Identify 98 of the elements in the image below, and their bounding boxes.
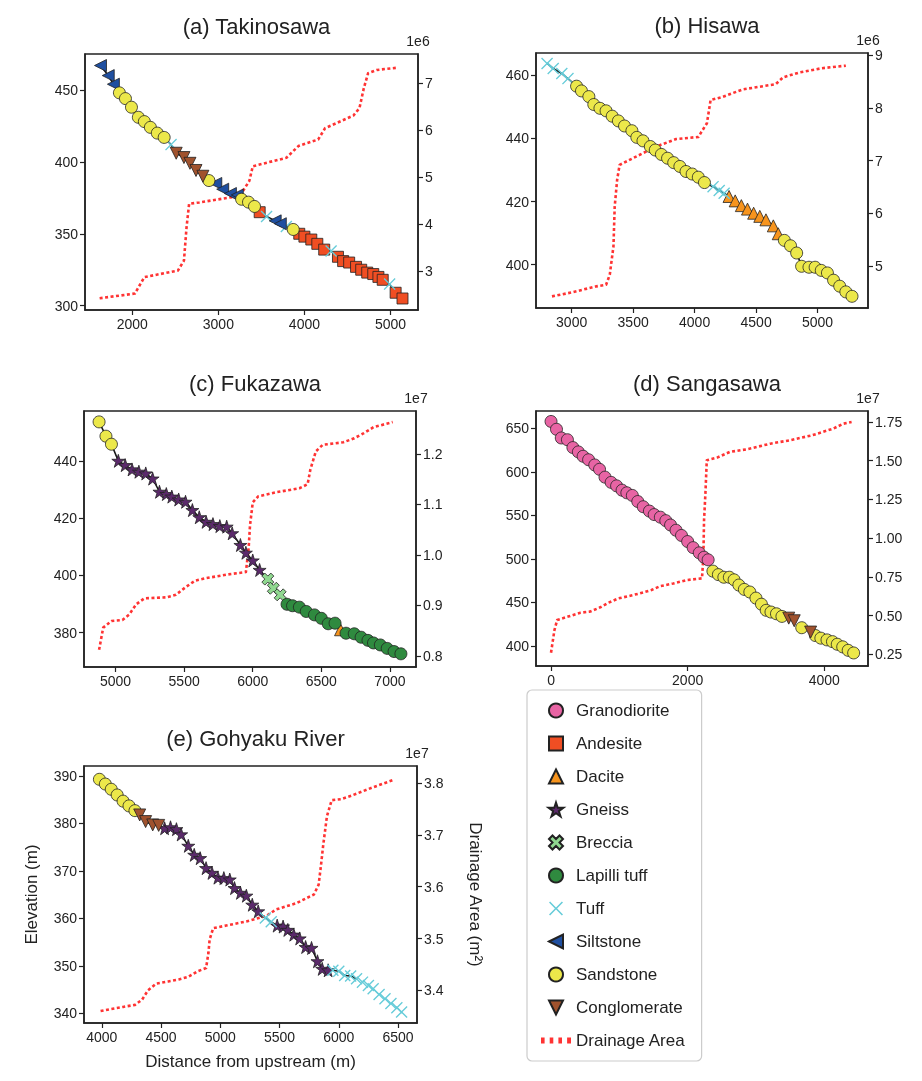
y-tick-label: 440 <box>505 130 530 147</box>
y-tick-label: 300 <box>54 297 79 314</box>
x-tick-label: 5500 <box>263 1029 296 1045</box>
y-tick-label: 450 <box>505 594 530 611</box>
y-tick-label: 400 <box>54 153 79 170</box>
y2-tick-label: 0.9 <box>423 597 443 614</box>
x-tick-label: 0 <box>547 672 556 688</box>
x-tick-label: 3000 <box>556 314 588 330</box>
y2-tick-label: 3.5 <box>424 930 444 947</box>
y2-tick-label: 6 <box>425 122 433 139</box>
x-tick-label: 5500 <box>168 673 200 689</box>
x-tick-label: 6000 <box>323 1029 355 1045</box>
legend-label: Breccia <box>576 833 634 852</box>
y-tick-label: 450 <box>54 81 79 98</box>
y-tick-label: 420 <box>505 193 530 210</box>
y2-tick-label: 1.25 <box>875 491 903 508</box>
text: 1e6 <box>406 33 430 49</box>
y-tick-label: 390 <box>53 767 78 784</box>
y-tick-label: 440 <box>53 452 78 469</box>
legend-label: Lapilli tuff <box>576 866 648 885</box>
y2-tick-label: 1.0 <box>423 546 443 563</box>
y-tick-label: 460 <box>505 67 530 84</box>
x-tick-label: 4500 <box>145 1029 177 1045</box>
y2-axis-title: Drainage Area (m²) <box>466 822 485 967</box>
y-tick-label: 600 <box>505 463 530 480</box>
y2-tick-label: 5 <box>425 169 433 186</box>
legend-label: Drainage Area <box>576 1031 686 1050</box>
y-tick-label: 400 <box>505 637 530 654</box>
x-tick-label: 3000 <box>202 316 235 332</box>
x-tick-label: 5000 <box>99 673 132 689</box>
y-tick-label: 550 <box>505 507 530 524</box>
legend-label: Andesite <box>576 734 643 753</box>
y-tick-label: 380 <box>53 815 78 832</box>
legend-label: Granodiorite <box>576 701 670 720</box>
y2-tick-label: 0.8 <box>423 647 443 664</box>
y2-tick-label: 9 <box>875 47 883 64</box>
y-tick-label: 350 <box>54 225 79 242</box>
x-tick-label: 5000 <box>374 316 407 332</box>
y-tick-label: 650 <box>505 420 530 437</box>
legend-label: Siltstone <box>576 932 642 951</box>
x-axis-title: Distance from upstream (m) <box>145 1052 356 1071</box>
y2-tick-label: 1.1 <box>423 496 443 513</box>
x-tick-label: 4500 <box>740 314 772 330</box>
x-tick-label: 5000 <box>802 314 834 330</box>
y2-tick-label: 8 <box>875 99 883 116</box>
chart-title: (d) Sangasawa <box>633 370 782 396</box>
x-tick-label: 4000 <box>288 316 321 332</box>
y2-tick-label: 0.50 <box>875 607 903 624</box>
text: 1e6 <box>856 32 880 48</box>
y2-tick-label: 3.4 <box>424 982 444 999</box>
y2-tick-label: 7 <box>875 152 883 169</box>
chart-title: (a) Takinosawa <box>182 13 332 39</box>
y2-tick-label: 3.6 <box>424 878 444 895</box>
y2-tick-label: 1.50 <box>875 452 903 469</box>
chart-title: (b) Hisawa <box>654 12 761 38</box>
x-tick-label: 6500 <box>305 673 338 689</box>
y-tick-label: 380 <box>53 624 78 641</box>
y2-tick-label: 3.8 <box>424 775 444 792</box>
y2-tick-label: 7 <box>425 75 433 92</box>
y2-tick-label: 6 <box>875 205 883 222</box>
x-tick-label: 4000 <box>86 1029 118 1045</box>
y2-tick-label: 1.75 <box>875 413 903 430</box>
y-tick-label: 400 <box>53 567 78 584</box>
x-tick-label: 6500 <box>382 1029 414 1045</box>
chart-title: (c) Fukazawa <box>188 370 322 396</box>
x-tick-label: 4000 <box>679 314 711 330</box>
x-tick-label: 2000 <box>672 672 704 688</box>
text: 1e7 <box>856 390 880 406</box>
y2-tick-label: 0.25 <box>875 646 903 663</box>
y-tick-label: 500 <box>505 550 530 567</box>
y2-tick-label: 0.75 <box>875 568 903 585</box>
y2-tick-label: 4 <box>425 216 433 233</box>
legend-label: Conglomerate <box>576 998 683 1017</box>
y2-tick-label: 3 <box>425 263 433 280</box>
legend-label: Sandstone <box>576 965 658 984</box>
x-tick-label: 5000 <box>204 1029 237 1045</box>
y-tick-label: 370 <box>53 862 78 879</box>
x-tick-label: 2000 <box>116 316 149 332</box>
y2-tick-label: 3.7 <box>424 826 444 843</box>
x-tick-label: 4000 <box>808 672 841 688</box>
y-tick-label: 400 <box>505 256 530 273</box>
y2-tick-label: 1.2 <box>423 445 443 462</box>
chart-title: (e) Gohyaku River <box>166 725 345 751</box>
text: 1e7 <box>404 390 428 406</box>
x-tick-label: 7000 <box>374 673 406 689</box>
y-tick-label: 340 <box>53 1005 78 1022</box>
legend-label: Dacite <box>576 767 625 786</box>
y-tick-label: 360 <box>53 910 78 927</box>
legend-label: Tuff <box>576 899 605 918</box>
text: 1e7 <box>405 745 429 761</box>
y-tick-label: 420 <box>53 510 78 527</box>
y2-tick-label: 5 <box>875 258 883 275</box>
x-tick-label: 3500 <box>617 314 649 330</box>
legend-label: Gneiss <box>576 800 629 819</box>
y2-tick-label: 1.00 <box>875 530 903 547</box>
x-tick-label: 6000 <box>237 673 269 689</box>
y-axis-title: Elevation (m) <box>22 844 41 945</box>
y-tick-label: 350 <box>53 957 78 974</box>
